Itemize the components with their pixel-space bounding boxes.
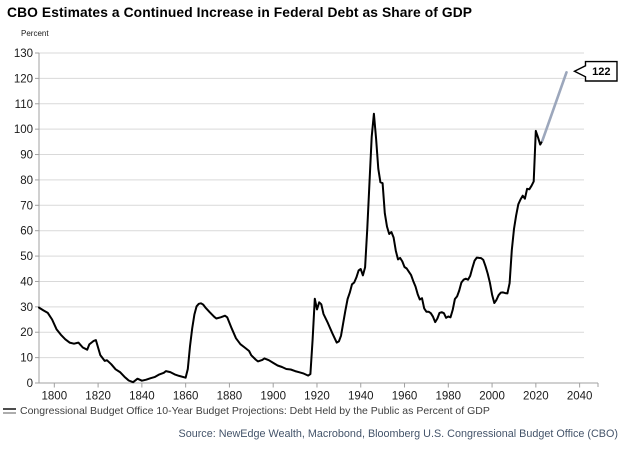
legend: Congressional Budget Office 10-Year Budg…	[3, 404, 490, 418]
x-tick-label: 2000	[479, 391, 505, 403]
y-tick-label: 90	[20, 150, 33, 162]
y-tick-label: 50	[20, 251, 33, 263]
y-tick-label: 130	[14, 48, 33, 60]
chart-title: CBO Estimates a Continued Increase in Fe…	[7, 5, 473, 20]
x-tick-label: 1960	[392, 391, 418, 403]
y-tick-label: 70	[20, 200, 33, 212]
x-tick-label: 1840	[129, 391, 155, 403]
legend-line-marker-icon	[3, 408, 16, 414]
y-tick-label: 120	[14, 73, 33, 85]
x-tick-label: 1920	[304, 391, 330, 403]
x-tick-label: 1800	[42, 391, 68, 403]
y-tick-label: 10	[20, 353, 33, 365]
annotation-callout	[572, 60, 618, 82]
y-tick-label: 40	[20, 276, 33, 288]
x-tick-label: 1820	[85, 391, 111, 403]
y-tick-label: 110	[15, 99, 33, 111]
x-tick-label: 2020	[523, 391, 549, 403]
history-line	[38, 112, 544, 384]
y-tick-label: 80	[20, 175, 33, 187]
y-tick-label: 60	[20, 226, 33, 238]
projection-line	[541, 71, 568, 142]
y-tick-label: 30	[20, 302, 33, 314]
x-tick-label: 1900	[260, 391, 286, 403]
x-tick-label: 1940	[348, 391, 374, 403]
legend-projection-line-swatch	[3, 412, 16, 414]
y-tick-label: 100	[14, 124, 33, 136]
y-tick-label: 20	[20, 327, 33, 339]
annotation-value-label: 122	[592, 66, 610, 78]
x-tick-label: 1860	[173, 391, 199, 403]
legend-label: Congressional Budget Office 10-Year Budg…	[20, 405, 490, 417]
source-note: Source: NewEdge Wealth, Macrobond, Bloom…	[178, 428, 619, 440]
debt-gdp-chart: 0 10 20 30 40 50 60 70 80 90 100 110 120 130 1800 1820 1…	[14, 48, 618, 403]
x-tick-label: 1980	[436, 391, 462, 403]
y-tick-label: 0	[27, 378, 33, 390]
x-tick-label: 2040	[567, 391, 593, 403]
y-axis-unit-label: Percent	[21, 29, 49, 38]
x-tick-label: 1880	[217, 391, 243, 403]
legend-history-line-swatch	[3, 408, 16, 410]
